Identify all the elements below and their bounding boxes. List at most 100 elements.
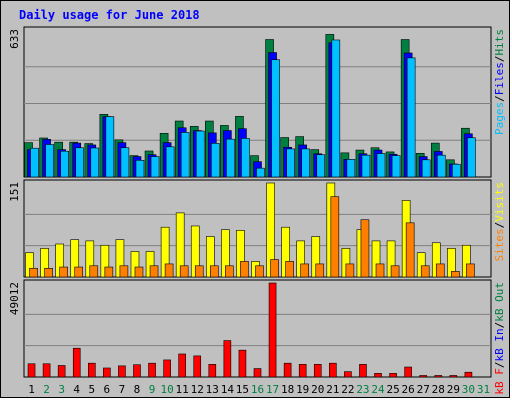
- bar-sites-day-22: [345, 263, 355, 278]
- axis-title-part: /: [493, 362, 506, 369]
- bar-kb-f-day-19: [298, 364, 307, 378]
- bar-pages-day-23: [361, 154, 371, 178]
- bar-sites-day-28: [435, 263, 445, 278]
- bar-pages-day-4: [75, 147, 85, 178]
- axis-title-kbytes: kB F/kB In/kB Out: [493, 282, 506, 395]
- bar-kb-f-day-15: [238, 349, 247, 378]
- bar-pages-day-25: [391, 155, 401, 178]
- bar-sites-day-12: [194, 265, 204, 278]
- bar-pages-day-21: [331, 39, 341, 178]
- axis-title-part: kB Out: [493, 282, 506, 322]
- bar-sites-day-13: [210, 265, 219, 278]
- bar-sites-day-6: [104, 266, 114, 278]
- x-tick-label: 16: [251, 383, 264, 396]
- bar-pages-day-5: [90, 147, 100, 178]
- x-tick-label: 30: [462, 383, 475, 396]
- bar-kb-f-day-10: [163, 359, 171, 378]
- bar-kb-f-day-21: [329, 362, 337, 378]
- x-tick-label: 24: [371, 383, 385, 396]
- x-tick-label: 31: [477, 383, 490, 396]
- axis-title-part: Files: [493, 62, 506, 95]
- bar-pages-day-17: [271, 59, 280, 178]
- bar-sites-day-11: [179, 265, 189, 278]
- bar-sites-day-17: [270, 259, 279, 278]
- bar-pages-day-10: [165, 146, 175, 178]
- y-max-label: 633: [8, 29, 21, 49]
- bar-sites-day-24: [375, 263, 385, 278]
- y-max-label: 151: [8, 182, 21, 202]
- x-tick-label: 20: [311, 383, 324, 396]
- bar-pages-day-14: [226, 138, 235, 178]
- x-tick-label: 13: [206, 383, 219, 396]
- bar-kb-f-day-8: [133, 364, 141, 378]
- panel-kbytes: 49012 kB F/kB In/kB Out: [8, 279, 506, 395]
- bar-pages-day-6: [105, 116, 115, 178]
- bar-pages-day-12: [195, 130, 205, 178]
- bar-pages-day-29: [452, 163, 461, 178]
- x-tick-label: 5: [88, 383, 95, 396]
- bar-kb-f-day-17: [268, 282, 277, 378]
- x-tick-label: 9: [149, 383, 156, 396]
- bar-pages-day-11: [180, 132, 190, 178]
- x-tick-label: 11: [176, 383, 189, 396]
- x-tick-label: 14: [221, 383, 235, 396]
- bar-kb-f-day-30: [464, 371, 473, 378]
- bar-kb-f-day-5: [87, 362, 96, 378]
- x-tick-label: 18: [281, 383, 294, 396]
- x-tick-label: 25: [386, 383, 399, 396]
- bar-kb-f-day-14: [223, 340, 232, 378]
- bar-kb-f-day-12: [193, 355, 202, 378]
- x-tick-label: 28: [432, 383, 445, 396]
- x-tick-label: 26: [402, 383, 415, 396]
- x-tick-label: 21: [326, 383, 339, 396]
- bar-sites-day-3: [59, 266, 68, 278]
- panel-visits-sites: 151 Sites/Visits: [8, 179, 506, 278]
- bar-pages-day-8: [135, 159, 145, 178]
- bar-sites-day-1: [29, 267, 38, 278]
- bar-kb-f-day-3: [57, 365, 66, 378]
- bar-pages-day-7: [120, 147, 130, 178]
- bar-kb-f-day-13: [208, 364, 217, 378]
- y-max-label: 49012: [8, 282, 21, 315]
- bar-sites-day-16: [255, 265, 264, 278]
- bar-kb-f-day-16: [253, 368, 262, 378]
- bar-kb-f-day-28: [434, 375, 443, 378]
- x-tick-label: 22: [341, 383, 354, 396]
- bar-sites-day-19: [300, 263, 309, 278]
- bar-pages-day-30: [467, 137, 476, 178]
- bar-pages-day-27: [421, 159, 431, 178]
- bar-sites-day-30: [466, 263, 475, 278]
- bar-pages-day-24: [376, 153, 386, 178]
- axis-title-part: Pages: [493, 102, 506, 135]
- bar-pages-day-20: [316, 154, 326, 178]
- bar-pages-day-16: [256, 167, 265, 178]
- axis-title-part: Visits: [493, 182, 506, 222]
- x-tick-label: 7: [119, 383, 126, 396]
- bar-kb-f-day-22: [344, 371, 352, 378]
- bar-pages-day-13: [211, 143, 220, 178]
- plot-area: [23, 279, 492, 378]
- bar-sites-day-18: [285, 261, 294, 278]
- bar-sites-day-4: [74, 266, 84, 278]
- bar-sites-day-25: [390, 265, 400, 278]
- bar-sites-day-5: [89, 265, 99, 278]
- axis-title-part: /: [493, 322, 506, 329]
- bar-pages-day-15: [241, 138, 250, 178]
- bar-kb-f-day-1: [27, 363, 36, 378]
- bar-sites-day-9: [149, 265, 159, 278]
- x-tick-label: 8: [134, 383, 141, 396]
- x-tick-label: 19: [296, 383, 309, 396]
- x-tick-label: 23: [356, 383, 369, 396]
- bar-kb-f-day-7: [118, 365, 126, 378]
- bar-pages-day-19: [301, 148, 310, 178]
- bar-sites-day-23: [360, 219, 370, 278]
- bar-pages-day-18: [286, 148, 295, 178]
- axis-title-part: kB F: [493, 368, 506, 395]
- bar-kb-f-day-25: [389, 373, 397, 378]
- bar-kb-f-day-9: [148, 362, 156, 378]
- bar-sites-day-21: [330, 196, 340, 278]
- bar-sites-day-7: [119, 265, 129, 278]
- bar-sites-day-20: [315, 263, 325, 278]
